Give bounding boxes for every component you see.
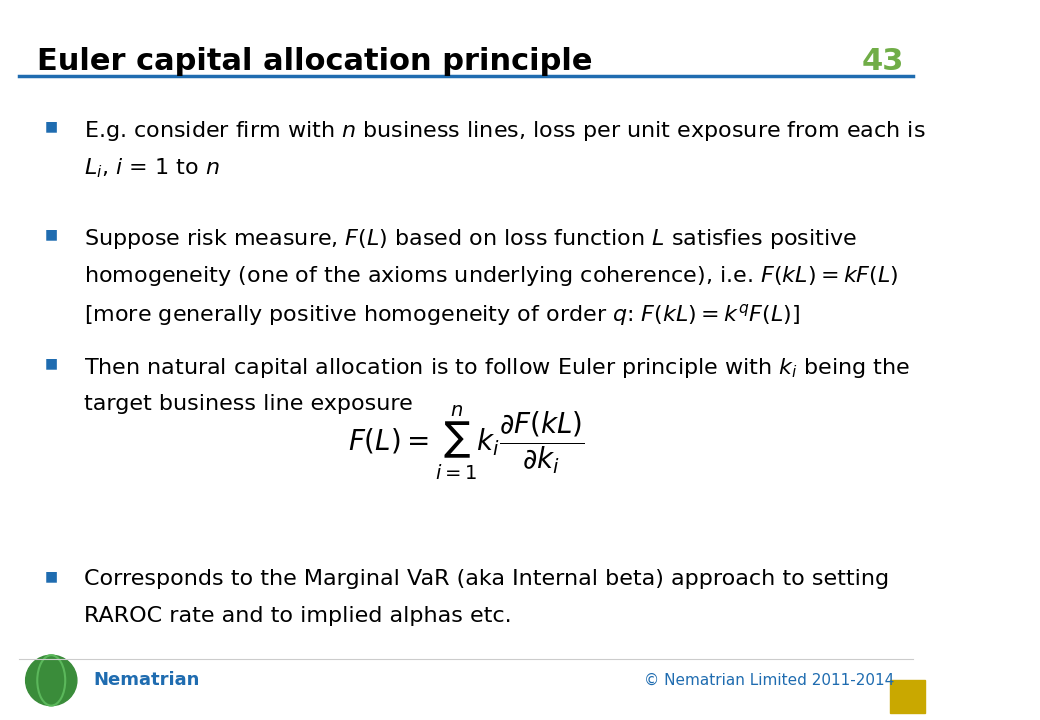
Text: [more generally positive homogeneity of order $q$: $F(kL) = k^qF(L)$]: [more generally positive homogeneity of …: [84, 302, 800, 328]
Text: homogeneity (one of the axioms underlying coherence), i.e. $F(kL) = kF(L)$: homogeneity (one of the axioms underlyin…: [84, 264, 899, 288]
Text: $F\left(L\right) = \sum_{i=1}^{n} k_i \dfrac{\partial F\left(kL\right)}{\partial: $F\left(L\right) = \sum_{i=1}^{n} k_i \d…: [347, 404, 584, 482]
Text: Euler capital allocation principle: Euler capital allocation principle: [37, 47, 593, 76]
Text: Then natural capital allocation is to follow Euler principle with $k_i$ being th: Then natural capital allocation is to fo…: [84, 356, 910, 380]
Text: © Nematrian Limited 2011-2014: © Nematrian Limited 2011-2014: [645, 673, 894, 688]
Text: ■: ■: [45, 227, 58, 240]
Text: Corresponds to the Marginal VaR (aka Internal beta) approach to setting: Corresponds to the Marginal VaR (aka Int…: [84, 569, 889, 589]
Text: E.g. consider firm with $n$ business lines, loss per unit exposure from each is: E.g. consider firm with $n$ business lin…: [84, 119, 926, 143]
Text: ■: ■: [45, 356, 58, 370]
Text: Nematrian: Nematrian: [94, 671, 200, 690]
Text: ■: ■: [45, 119, 58, 132]
Ellipse shape: [26, 655, 77, 706]
Text: $L_i$, $i$ = 1 to $n$: $L_i$, $i$ = 1 to $n$: [84, 156, 219, 180]
Bar: [890, 680, 926, 713]
Text: Suppose risk measure, $F(L)$ based on loss function $L$ satisfies positive: Suppose risk measure, $F(L)$ based on lo…: [84, 227, 857, 251]
Text: target business line exposure: target business line exposure: [84, 394, 413, 414]
Text: RAROC rate and to implied alphas etc.: RAROC rate and to implied alphas etc.: [84, 606, 512, 626]
Text: 43: 43: [861, 47, 904, 76]
Text: ■: ■: [45, 569, 58, 582]
